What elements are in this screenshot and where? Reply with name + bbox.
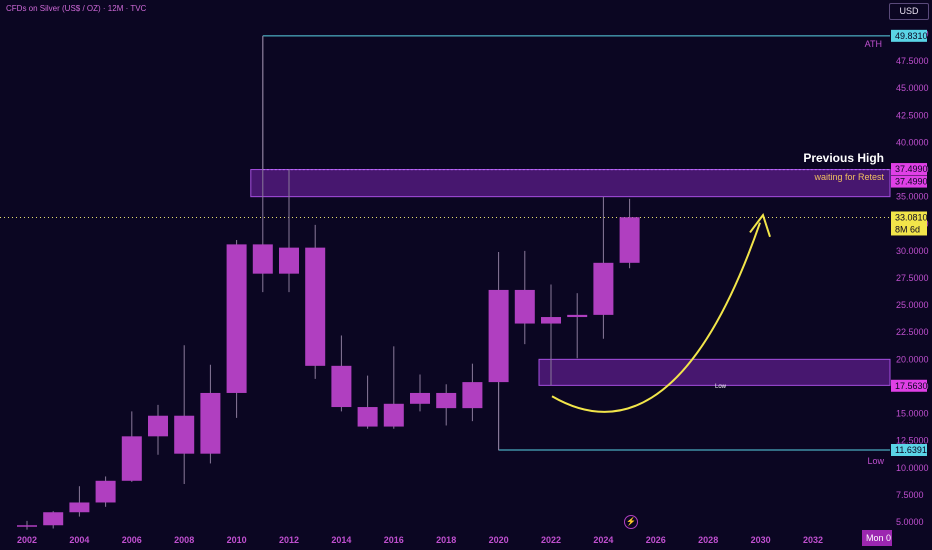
y-tick-label: 10.0000 [896, 463, 929, 473]
x-tick-label: 2030 [751, 535, 771, 545]
y-tick-label: 5.0000 [896, 517, 924, 527]
x-tick-label: 2018 [436, 535, 456, 545]
zone-low-badge-bg [891, 379, 927, 392]
period-button[interactable]: Mon 0 [862, 530, 892, 546]
x-tick-label: 2028 [698, 535, 718, 545]
price-axis [890, 0, 932, 550]
ath-label: ATH [865, 39, 882, 49]
x-tick-label: 2012 [279, 535, 299, 545]
candle [462, 382, 483, 409]
candle [226, 244, 247, 393]
prev-high-badge-2: 37.4990 [895, 177, 928, 187]
candle [567, 314, 588, 318]
previous-high-label: Previous High [803, 151, 884, 165]
y-tick-label: 35.0000 [896, 192, 929, 202]
candle [593, 262, 614, 315]
x-tick-label: 2014 [331, 535, 351, 545]
current-price-badge: 33.0810 [895, 212, 928, 222]
y-tick-label: 15.0000 [896, 409, 929, 419]
candle [252, 244, 273, 274]
y-tick-label: 22.5000 [896, 327, 929, 337]
zone-low-label: Low [715, 384, 727, 390]
x-tick-label: 2026 [646, 535, 666, 545]
candle [488, 289, 509, 383]
current-badge-bg [891, 211, 927, 236]
candle [357, 407, 378, 427]
candle [69, 502, 90, 513]
y-tick-label: 20.0000 [896, 354, 929, 364]
ath-price-badge: 49.8310 [895, 31, 928, 41]
candle [279, 247, 299, 274]
x-tick-label: 2006 [122, 535, 142, 545]
candle [514, 289, 535, 324]
prev-high-badge-2-bg [891, 175, 927, 188]
x-tick-label: 2022 [541, 535, 561, 545]
low-label: Low [867, 456, 884, 466]
candle [436, 392, 457, 409]
y-tick-label: 30.0000 [896, 246, 929, 256]
candle [17, 525, 37, 527]
candle [121, 436, 142, 481]
candle [410, 392, 430, 404]
candle [541, 317, 561, 324]
time-axis [0, 530, 890, 550]
retest-label: waiting for Retest [813, 172, 884, 182]
candle [305, 247, 326, 366]
x-tick-label: 2010 [227, 535, 247, 545]
x-tick-label: 2004 [69, 535, 89, 545]
resistance-zone-0 [250, 169, 891, 198]
lightning-icon[interactable]: ⚡ [624, 515, 638, 529]
arrow-head [749, 212, 771, 238]
y-tick-label: 45.0000 [896, 83, 929, 93]
x-tick-label: 2024 [593, 535, 613, 545]
chart-title: CFDs on Silver (US$ / OZ) · 12M · TVC [6, 4, 147, 13]
candle [619, 217, 640, 263]
x-tick-label: 2020 [489, 535, 509, 545]
candle [200, 392, 221, 454]
candle [95, 480, 116, 503]
y-tick-label: 25.0000 [896, 300, 929, 310]
prev-high-badge-1-bg [891, 163, 927, 176]
countdown-badge: 8M 6d [895, 224, 920, 234]
candle [383, 403, 404, 427]
x-tick-label: 2002 [17, 535, 37, 545]
candle [174, 415, 195, 454]
y-tick-label: 47.5000 [896, 56, 929, 66]
x-tick-label: 2032 [803, 535, 823, 545]
x-tick-label: 2016 [384, 535, 404, 545]
y-tick-label: 7.5000 [896, 490, 924, 500]
y-tick-label: 12.5000 [896, 436, 929, 446]
y-tick-label: 42.5000 [896, 110, 929, 120]
candle [148, 415, 168, 437]
ath-price-badge-bg [891, 29, 927, 42]
low-price-badge: 11.6391 [895, 445, 927, 455]
low-price-badge-bg [891, 444, 927, 457]
resistance-zone-1 [538, 358, 891, 386]
zone-low-badge: 17.5630 [895, 381, 928, 391]
candle [43, 512, 64, 526]
currency-button[interactable]: USD [889, 3, 929, 20]
y-tick-label: 27.5000 [896, 273, 929, 283]
candle [331, 365, 352, 408]
x-tick-label: 2008 [174, 535, 194, 545]
y-tick-label: 40.0000 [896, 137, 929, 147]
prev-high-badge-1: 37.4990 [895, 164, 928, 174]
projection-arrow [551, 222, 761, 413]
